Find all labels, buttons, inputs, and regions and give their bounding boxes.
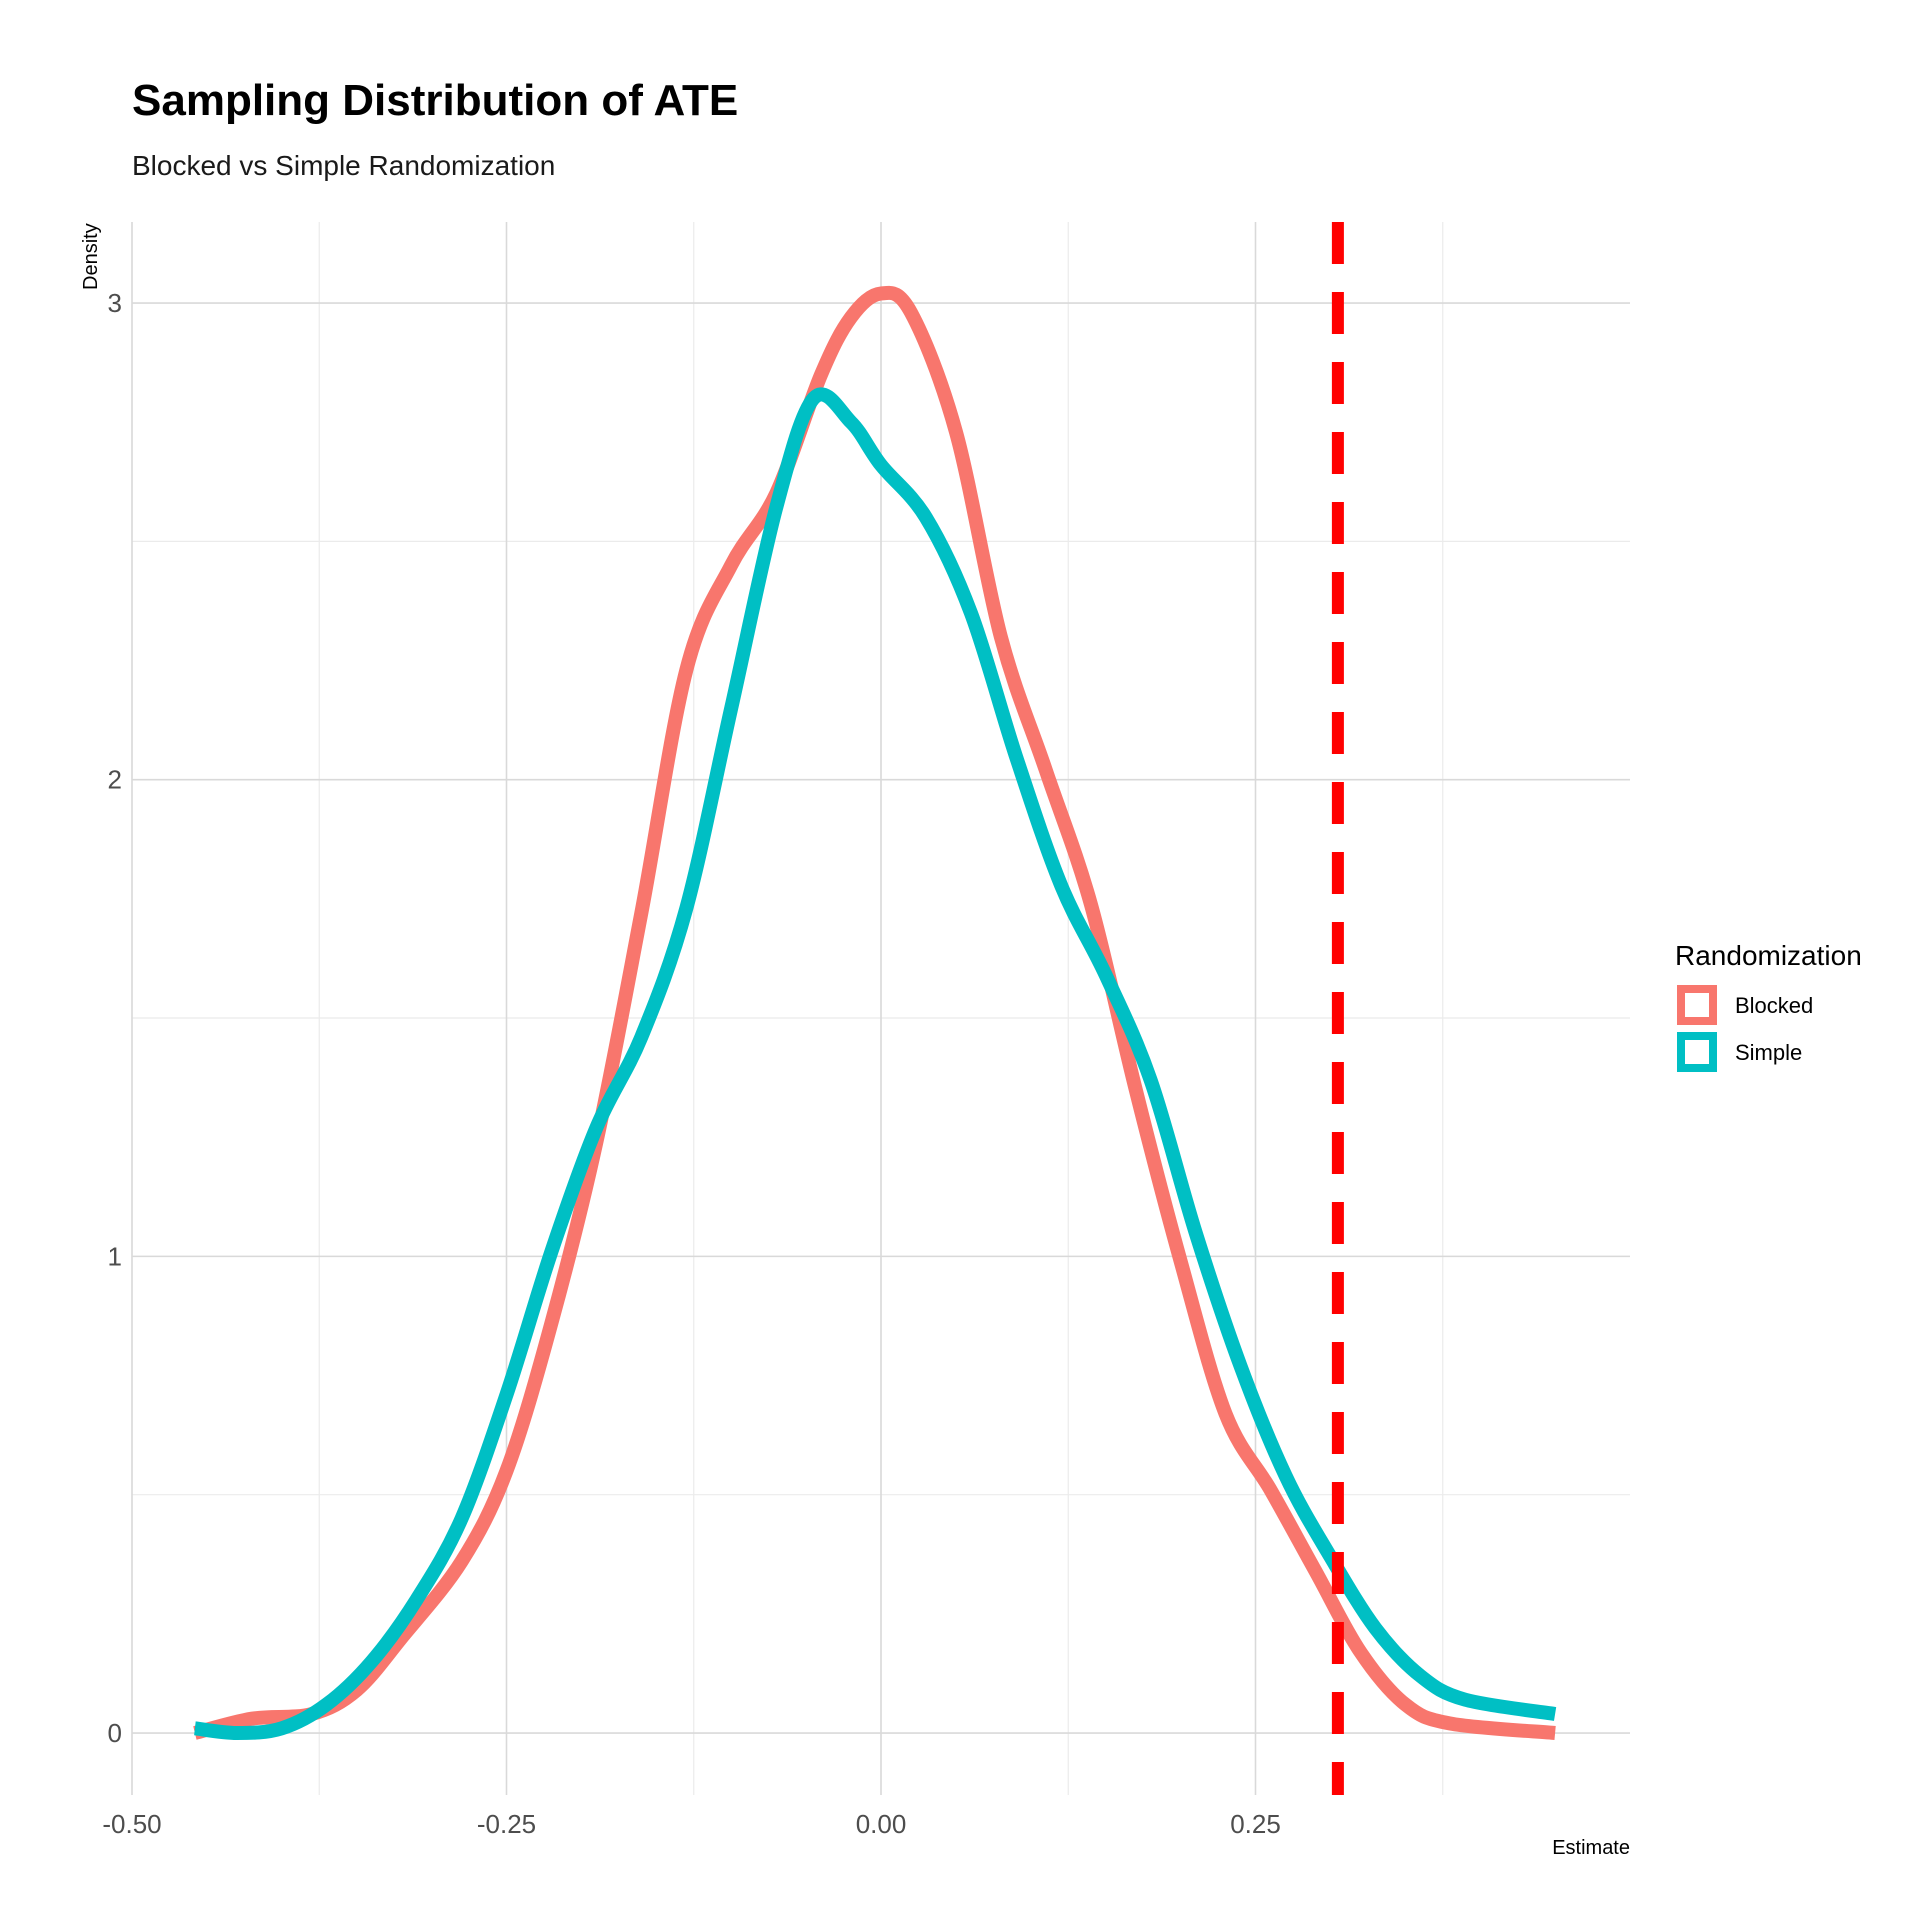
- y-tick-label: 0: [108, 1718, 122, 1748]
- legend-key-blocked: [1677, 985, 1717, 1025]
- y-tick-label: 2: [108, 765, 122, 795]
- legend-key-simple: [1677, 1032, 1717, 1072]
- y-axis-label: Density: [80, 223, 102, 290]
- density-series: [193, 285, 1557, 1740]
- y-axis-ticks: 0 1 2 3: [108, 288, 122, 1748]
- x-axis-label: Estimate: [1552, 1837, 1630, 1859]
- legend-entries: Blocked Simple: [1677, 985, 1813, 1072]
- x-tick-label: -0.50: [102, 1809, 161, 1839]
- legend-title: Randomization: [1675, 940, 1862, 971]
- x-tick-label: 0.00: [856, 1809, 907, 1839]
- series-line-simple: [193, 387, 1557, 1740]
- y-tick-label: 1: [108, 1241, 122, 1271]
- legend-label-blocked: Blocked: [1735, 993, 1813, 1018]
- legend: Randomization Blocked Simple: [1675, 940, 1862, 1072]
- x-tick-label: -0.25: [477, 1809, 536, 1839]
- major-gridlines: [131, 222, 1630, 1795]
- y-tick-label: 3: [108, 288, 122, 318]
- series-line-blocked: [193, 285, 1556, 1740]
- chart-title: Sampling Distribution of ATE: [132, 76, 738, 125]
- legend-label-simple: Simple: [1735, 1040, 1802, 1065]
- x-axis-ticks: -0.50 -0.25 0.00 0.25: [102, 1809, 1280, 1839]
- x-tick-label: 0.25: [1230, 1809, 1281, 1839]
- chart-subtitle: Blocked vs Simple Randomization: [132, 150, 555, 181]
